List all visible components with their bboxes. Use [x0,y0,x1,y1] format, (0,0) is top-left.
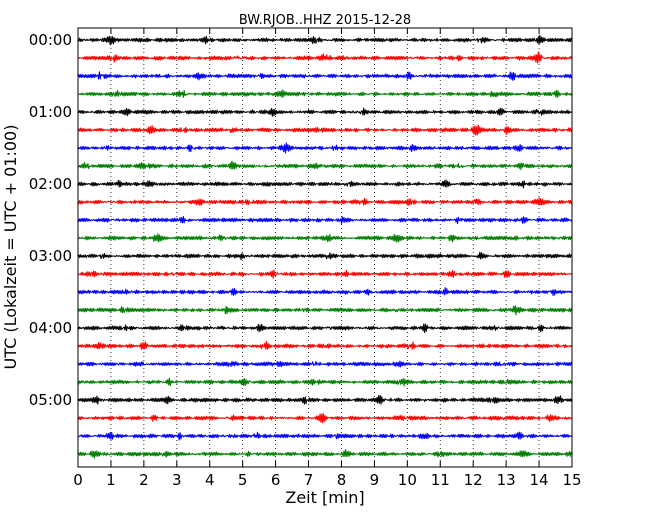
x-axis: 0 1 2 3 4 5 6 7 8 9 10 11 12 13 14 15 [73,28,582,489]
trace-line [77,216,573,225]
trace-line [77,431,573,441]
plot-frame [77,27,573,468]
x-tick-label: 8 [337,471,347,489]
trace-line [77,269,573,279]
trace-line [77,287,573,296]
trace-line [77,71,573,81]
x-tick-label: 1 [106,471,116,489]
y-axis: 00:00 01:00 02:00 03:00 04:00 05:00 [29,31,572,409]
x-tick-label: 15 [562,471,581,489]
x-tick-label: 5 [238,471,248,489]
x-tick-label: 10 [398,471,417,489]
y-tick-label: 01:00 [29,103,72,121]
trace-line [77,394,573,405]
x-tick-label: 2 [139,471,149,489]
trace-line [77,413,573,424]
x-tick-label: 0 [73,471,83,489]
x-tick-label: 9 [370,471,380,489]
x-tick-label: 4 [205,471,215,489]
trace-line [77,179,573,189]
y-tick-label: 03:00 [29,247,72,265]
trace-line [77,323,573,334]
trace-line [77,142,572,154]
trace-line [77,360,573,368]
trace-line [77,341,573,350]
x-axis-label: Zeit [min] [285,488,364,507]
x-tick-label: 3 [172,471,182,489]
x-tick-label: 13 [497,471,516,489]
trace-line [77,197,573,207]
x-tick-label: 11 [431,471,450,489]
chart-title: BW.RJOB..HHZ 2015-12-28 [239,13,411,28]
trace-line [77,233,573,243]
x-tick-label: 12 [464,471,483,489]
trace-line [77,377,573,387]
y-tick-label: 00:00 [29,31,72,49]
trace-line [77,160,573,171]
trace-line [77,251,573,261]
trace-group [77,34,573,459]
trace-line [77,107,573,117]
trace-line [77,449,573,459]
trace-line [77,34,573,46]
trace-line [77,305,573,316]
trace-line [77,89,573,99]
x-tick-label: 7 [304,471,314,489]
trace-line [77,51,573,64]
y-tick-label: 04:00 [29,319,72,337]
x-tick-label: 14 [530,471,549,489]
x-tick-label: 6 [271,471,281,489]
y-tick-label: 02:00 [29,175,72,193]
y-tick-label: 05:00 [29,391,72,409]
trace-line [77,124,573,136]
y-axis-label: UTC (Lokalzeit = UTC + 01:00) [1,125,20,370]
